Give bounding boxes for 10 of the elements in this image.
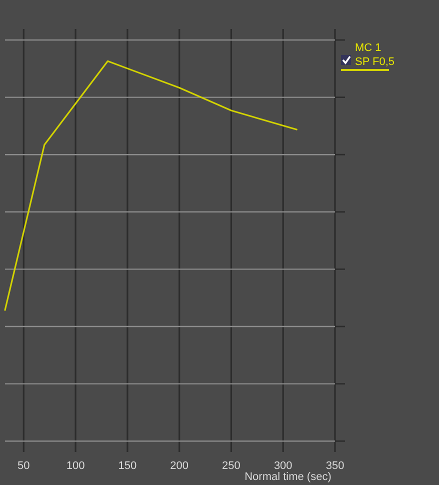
legend-title: MC 1 (355, 42, 382, 54)
text: SP F0,5 (355, 56, 395, 68)
x-axis-title: Normal time (sec) (244, 471, 332, 483)
x-tick-label: 250 (222, 460, 240, 472)
x-tick-label: 200 (170, 460, 189, 472)
x-tick-label: 150 (118, 460, 137, 472)
x-tick-label: 350 (326, 460, 344, 472)
x-tick-label: 300 (274, 460, 292, 472)
x-tick-label: 50 (18, 460, 30, 472)
x-tick-label: 100 (66, 460, 85, 472)
